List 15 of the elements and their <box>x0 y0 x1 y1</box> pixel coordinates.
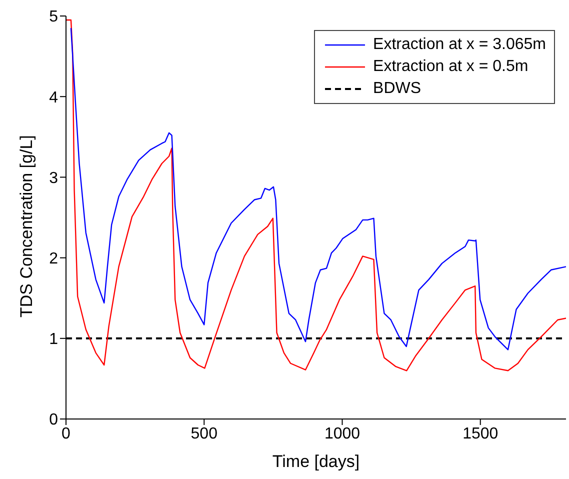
x-tick-label: 1500 <box>462 425 498 442</box>
legend-label: Extraction at x = 0.5m <box>373 58 528 76</box>
y-tick-label: 4 <box>49 89 58 106</box>
y-axis-title: TDS Concentration [g/L] <box>17 135 36 318</box>
x-tick-label: 0 <box>62 425 71 442</box>
y-tick-label: 1 <box>49 331 58 348</box>
y-tick-label: 2 <box>49 250 58 268</box>
x-tick-label: 1000 <box>324 425 360 442</box>
x-axis-title: Time [days] <box>272 452 360 471</box>
x-tick-label: 500 <box>190 425 218 442</box>
y-tick-label: 3 <box>49 170 58 187</box>
legend-label: BDWS <box>373 80 422 98</box>
legend-label: Extraction at x = 3.065m <box>373 36 546 54</box>
y-tick-label: 5 <box>49 8 58 26</box>
y-tick-label: 0 <box>49 412 58 429</box>
